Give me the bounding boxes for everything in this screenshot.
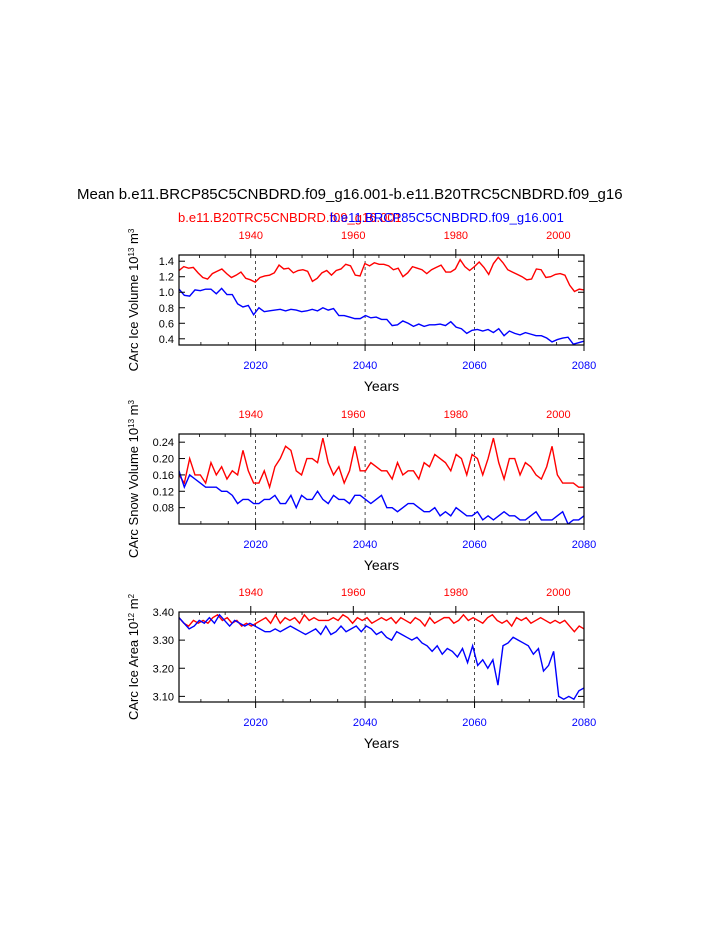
series-line-blue bbox=[179, 613, 584, 701]
x-tick-label-top: 2000 bbox=[546, 230, 570, 242]
series-line-blue bbox=[179, 470, 584, 524]
series-line-red bbox=[179, 613, 584, 633]
y-tick-label: 0.4 bbox=[159, 334, 174, 346]
x-tick-label-bottom: 2060 bbox=[462, 539, 486, 551]
legend-entry-red: b.e11.B20TRC5CNBDRD.f09_g16.001 bbox=[178, 210, 402, 225]
chart-panels: 0.4 0.6 0.8 1.0 1.2 1.4 2020 2040 2060 2080 1940 19… bbox=[126, 228, 596, 751]
y-tick-label: 1.4 bbox=[159, 256, 174, 268]
y-tick-label: 3.20 bbox=[153, 663, 174, 675]
y-tick-label: 3.10 bbox=[153, 691, 174, 703]
x-tick-label-bottom: 2040 bbox=[353, 717, 377, 729]
x-tick-label-top: 1960 bbox=[341, 230, 365, 242]
series-line-red bbox=[179, 437, 584, 490]
x-tick-label-bottom: 2060 bbox=[462, 717, 486, 729]
plot-frame bbox=[178, 611, 585, 703]
x-tick-label-top: 2000 bbox=[546, 587, 570, 599]
x-tick-label-bottom: 2040 bbox=[353, 360, 377, 372]
x-tick-label-bottom: 2060 bbox=[462, 360, 486, 372]
x-tick-label-bottom: 2080 bbox=[572, 539, 596, 551]
y-tick-label: 0.20 bbox=[153, 454, 174, 466]
y-tick-label: 0.8 bbox=[159, 303, 174, 315]
y-tick-label: 0.12 bbox=[153, 486, 174, 498]
x-tick-label-top: 1940 bbox=[239, 230, 263, 242]
x-tick-label-top: 1960 bbox=[341, 409, 365, 421]
x-tick-label-top: 1980 bbox=[444, 587, 468, 599]
chart-title: Mean b.e11.BRCP85C5CNBDRD.f09_g16.001-b.… bbox=[77, 186, 623, 203]
x-axis-label: Years bbox=[364, 735, 399, 751]
x-axis-label: Years bbox=[364, 557, 399, 573]
x-tick-label-top: 2000 bbox=[546, 409, 570, 421]
x-tick-label-bottom: 2080 bbox=[572, 360, 596, 372]
x-tick-label-bottom: 2040 bbox=[353, 539, 377, 551]
y-tick-label: 1.2 bbox=[159, 272, 174, 284]
y-tick-label: 0.24 bbox=[153, 437, 174, 449]
x-axis-label: Years bbox=[364, 378, 399, 394]
y-tick-label: 0.16 bbox=[153, 470, 174, 482]
x-tick-label-bottom: 2020 bbox=[243, 717, 267, 729]
chart-panel-2: 0.08 0.12 0.16 0.20 0.24 2020 2040 2060 2080 1940… bbox=[126, 400, 596, 573]
series-line-red bbox=[179, 256, 584, 293]
y-axis-label: CArc Ice Area 1012 m2 bbox=[126, 593, 141, 720]
x-tick-label-top: 1960 bbox=[341, 587, 365, 599]
x-tick-label-bottom: 2020 bbox=[243, 360, 267, 372]
y-tick-label: 0.08 bbox=[153, 503, 174, 515]
x-tick-label-top: 1940 bbox=[239, 409, 263, 421]
legend-entry-blue: b.e11.BRCP85C5CNBDRD.f09_g16.001 bbox=[330, 210, 564, 225]
series-line-blue bbox=[179, 287, 584, 345]
x-tick-label-top: 1940 bbox=[239, 587, 263, 599]
chart-panel-3: 3.10 3.20 3.30 3.40 2020 2040 2060 2080 1940 1960… bbox=[126, 587, 596, 751]
plot-frame bbox=[178, 433, 585, 525]
y-tick-label: 1.0 bbox=[159, 287, 174, 299]
y-tick-label: 0.6 bbox=[159, 318, 174, 330]
x-tick-label-top: 1980 bbox=[444, 409, 468, 421]
y-axis-label: CArc Ice Volume 1013 m3 bbox=[126, 228, 141, 371]
chart-panel-1: 0.4 0.6 0.8 1.0 1.2 1.4 2020 2040 2060 2080 1940 19… bbox=[126, 228, 596, 394]
y-tick-label: 3.30 bbox=[153, 635, 174, 647]
x-tick-label-bottom: 2080 bbox=[572, 717, 596, 729]
y-axis-label: CArc Snow Volume 1013 m3 bbox=[126, 400, 141, 558]
y-tick-label: 3.40 bbox=[153, 607, 174, 619]
plot-frame bbox=[178, 254, 585, 346]
x-tick-label-top: 1980 bbox=[444, 230, 468, 242]
x-tick-label-bottom: 2020 bbox=[243, 539, 267, 551]
